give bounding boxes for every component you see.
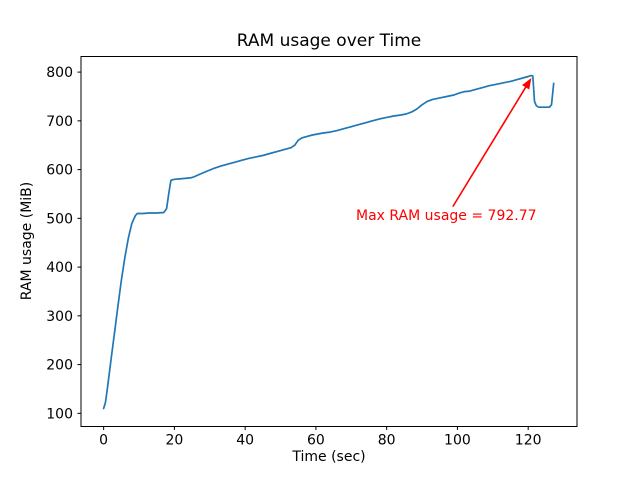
x-tick-label: 80 xyxy=(378,433,396,449)
max-ram-annotation-text: Max RAM usage = 792.77 xyxy=(356,208,537,224)
y-tick-label: 800 xyxy=(46,65,73,81)
chart-title: RAM usage over Time xyxy=(236,31,422,51)
y-tick-label: 700 xyxy=(46,114,73,130)
x-axis-label: Time (sec) xyxy=(292,449,366,465)
y-axis-label: RAM usage (MiB) xyxy=(19,181,35,301)
annotation-arrow-shaft xyxy=(452,83,529,208)
axes-border xyxy=(80,56,578,427)
y-tick-label: 200 xyxy=(46,358,73,374)
y-tick-label: 400 xyxy=(46,260,73,276)
annotation-arrow-head xyxy=(522,77,532,90)
y-tick-label: 100 xyxy=(46,406,73,422)
x-tick-label: 120 xyxy=(515,433,542,449)
y-tick-label: 300 xyxy=(46,309,73,325)
x-tick-label: 40 xyxy=(236,433,254,449)
x-tick-label: 0 xyxy=(99,433,108,449)
x-tick-label: 60 xyxy=(307,433,325,449)
x-tick-label: 20 xyxy=(165,433,183,449)
y-tick-label: 500 xyxy=(46,211,73,227)
y-tick-label: 600 xyxy=(46,163,73,179)
x-tick-label: 100 xyxy=(444,433,471,449)
ram-usage-line xyxy=(102,74,555,410)
